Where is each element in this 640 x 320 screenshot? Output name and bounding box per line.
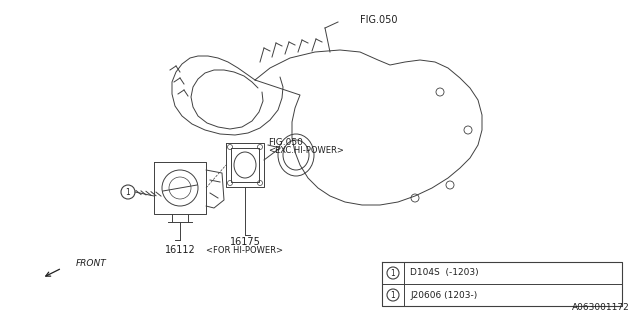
Text: 1: 1 — [125, 188, 131, 196]
Text: 16175: 16175 — [230, 237, 260, 247]
Text: <FOR HI-POWER>: <FOR HI-POWER> — [207, 245, 284, 254]
Text: 1: 1 — [390, 268, 396, 277]
Text: 16112: 16112 — [164, 245, 195, 255]
Text: A063001172: A063001172 — [572, 303, 630, 312]
Text: FRONT: FRONT — [76, 260, 107, 268]
Text: FIG.050: FIG.050 — [268, 138, 303, 147]
Text: J20606 (1203-): J20606 (1203-) — [410, 291, 477, 300]
Text: FIG.050: FIG.050 — [360, 15, 397, 25]
Text: <EXC.HI-POWER>: <EXC.HI-POWER> — [268, 146, 344, 155]
Text: 1: 1 — [390, 291, 396, 300]
Text: D104S  (-1203): D104S (-1203) — [410, 268, 479, 277]
